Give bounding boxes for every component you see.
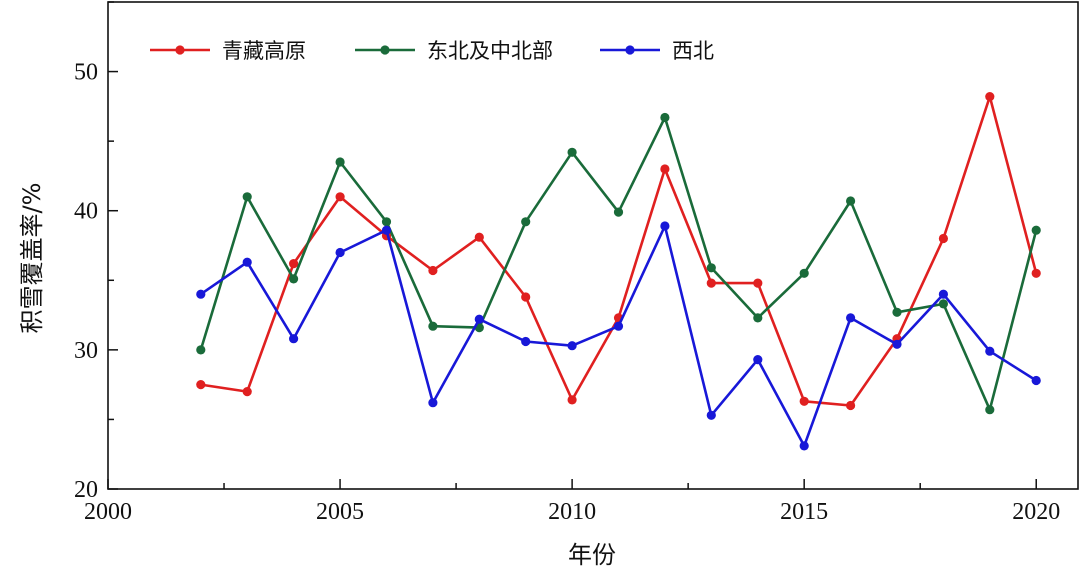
y-tick-label: 20 xyxy=(74,477,98,503)
data-point xyxy=(1031,375,1041,386)
data-point xyxy=(985,92,995,102)
data-point xyxy=(706,410,716,420)
data-point xyxy=(335,192,345,202)
data-point xyxy=(846,313,856,323)
data-point xyxy=(521,292,531,302)
x-tick-label: 2020 xyxy=(1012,499,1060,525)
y-tick-label: 30 xyxy=(74,338,98,364)
data-point xyxy=(660,221,670,231)
data-point xyxy=(985,346,995,356)
data-point xyxy=(381,225,392,235)
data-point xyxy=(706,278,716,288)
data-point xyxy=(938,233,949,244)
data-point xyxy=(335,247,345,258)
data-point xyxy=(892,307,902,317)
series-lines xyxy=(196,92,1041,451)
y-tick-label: 50 xyxy=(74,60,98,86)
data-point xyxy=(985,405,995,415)
plot-frame xyxy=(107,1,1079,490)
data-point xyxy=(335,157,345,167)
series-0 xyxy=(196,92,1041,411)
data-point xyxy=(196,345,206,355)
legend-item: 西北 xyxy=(600,39,714,63)
data-point xyxy=(474,232,484,242)
data-point xyxy=(799,396,809,406)
series-line xyxy=(200,224,1037,448)
data-point xyxy=(753,313,763,323)
data-point xyxy=(753,355,763,365)
data-point xyxy=(521,336,531,347)
x-tick-label: 2015 xyxy=(780,499,828,525)
data-point xyxy=(567,341,577,351)
data-point xyxy=(846,196,856,206)
data-point xyxy=(706,263,716,273)
data-point xyxy=(289,274,299,284)
legend-item: 东北及中北部 xyxy=(355,39,553,63)
data-point xyxy=(660,164,670,174)
x-axis-label: 年份 xyxy=(568,541,616,569)
data-point xyxy=(428,321,438,331)
data-point xyxy=(242,257,252,267)
data-point xyxy=(613,207,624,217)
legend-label: 青藏高原 xyxy=(222,39,306,63)
legend-label: 西北 xyxy=(672,39,714,63)
series-1 xyxy=(196,112,1041,415)
data-point xyxy=(242,387,252,397)
data-point xyxy=(660,112,670,123)
legend-swatch-marker xyxy=(380,45,390,55)
legend-item: 青藏高原 xyxy=(150,39,306,63)
data-point xyxy=(799,441,809,451)
series-2 xyxy=(196,221,1041,451)
data-point xyxy=(196,289,206,299)
x-tick-label: 2010 xyxy=(548,499,596,525)
data-point xyxy=(289,334,299,344)
data-point xyxy=(428,398,438,408)
series-line xyxy=(200,95,1038,407)
legend-swatch-marker xyxy=(175,45,185,55)
data-point xyxy=(474,314,484,324)
data-point xyxy=(1031,225,1041,235)
x-tick-label: 2005 xyxy=(316,499,364,525)
x-tick-label: 2000 xyxy=(84,499,132,525)
data-point xyxy=(938,289,949,299)
data-point xyxy=(196,380,206,390)
data-point xyxy=(289,259,299,269)
y-tick-label: 40 xyxy=(74,199,98,225)
data-point xyxy=(1031,268,1041,278)
data-point xyxy=(892,339,902,349)
data-point xyxy=(521,217,531,227)
data-point xyxy=(567,395,577,405)
data-point xyxy=(428,265,438,276)
data-point xyxy=(846,400,856,411)
data-point xyxy=(242,192,252,202)
data-point xyxy=(567,147,577,157)
legend-label: 东北及中北部 xyxy=(427,39,553,63)
legend: 青藏高原 东北及中北部 西北 xyxy=(150,39,714,63)
legend-swatch-marker xyxy=(625,45,635,55)
y-axis-label: 积雪覆盖率/% xyxy=(18,183,46,334)
data-point xyxy=(381,217,392,227)
data-point xyxy=(938,299,949,309)
series-line xyxy=(199,116,1038,412)
data-point xyxy=(799,268,809,278)
data-point xyxy=(613,321,624,331)
data-point xyxy=(753,278,763,288)
